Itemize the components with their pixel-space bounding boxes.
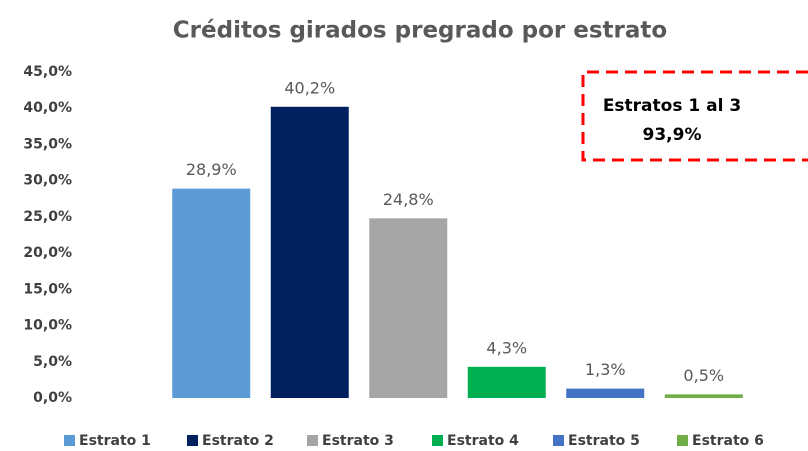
annotation-box (581, 70, 808, 162)
legend-swatch (187, 435, 198, 446)
y-tick-label: 15,0% (23, 281, 72, 297)
bar (467, 366, 546, 398)
annotation: Estratos 1 al 3 (603, 96, 741, 116)
value-label: 4,3% (486, 338, 527, 357)
legend-label: Estrato 3 (322, 433, 394, 449)
y-tick-label: 20,0% (23, 245, 72, 261)
legend-label: Estrato 4 (447, 433, 519, 449)
bar (664, 394, 743, 398)
y-tick-label: 40,0% (23, 100, 72, 116)
annotation: 93,9% (643, 125, 702, 145)
value-label: 28,9% (186, 160, 237, 179)
legend-label: Estrato 6 (692, 433, 764, 449)
legend-label: Estrato 5 (568, 433, 640, 449)
y-tick-label: 30,0% (23, 173, 72, 189)
y-tick-label: 45,0% (23, 64, 72, 80)
value-label: 40,2% (284, 78, 335, 97)
bar (172, 188, 251, 398)
legend-swatch (307, 435, 318, 446)
value-label: 24,8% (383, 190, 434, 209)
chart-title: Créditos girados pregrado por estrato (173, 18, 667, 44)
bar (369, 218, 448, 398)
legend-swatch (64, 435, 75, 446)
legend-swatch (677, 435, 688, 446)
y-tick-label: 5,0% (33, 354, 72, 370)
y-tick-label: 25,0% (23, 209, 72, 225)
legend-label: Estrato 2 (202, 433, 274, 449)
y-tick-label: 35,0% (23, 136, 72, 152)
y-tick-label: 10,0% (23, 318, 72, 334)
legend-swatch (432, 435, 443, 446)
value-label: 1,3% (585, 360, 626, 379)
legend-swatch (553, 435, 564, 446)
value-label: 0,5% (683, 366, 724, 385)
legend-label: Estrato 1 (79, 433, 151, 449)
y-tick-label: 0,0% (33, 390, 72, 406)
bar (270, 106, 349, 399)
bar (566, 388, 645, 398)
